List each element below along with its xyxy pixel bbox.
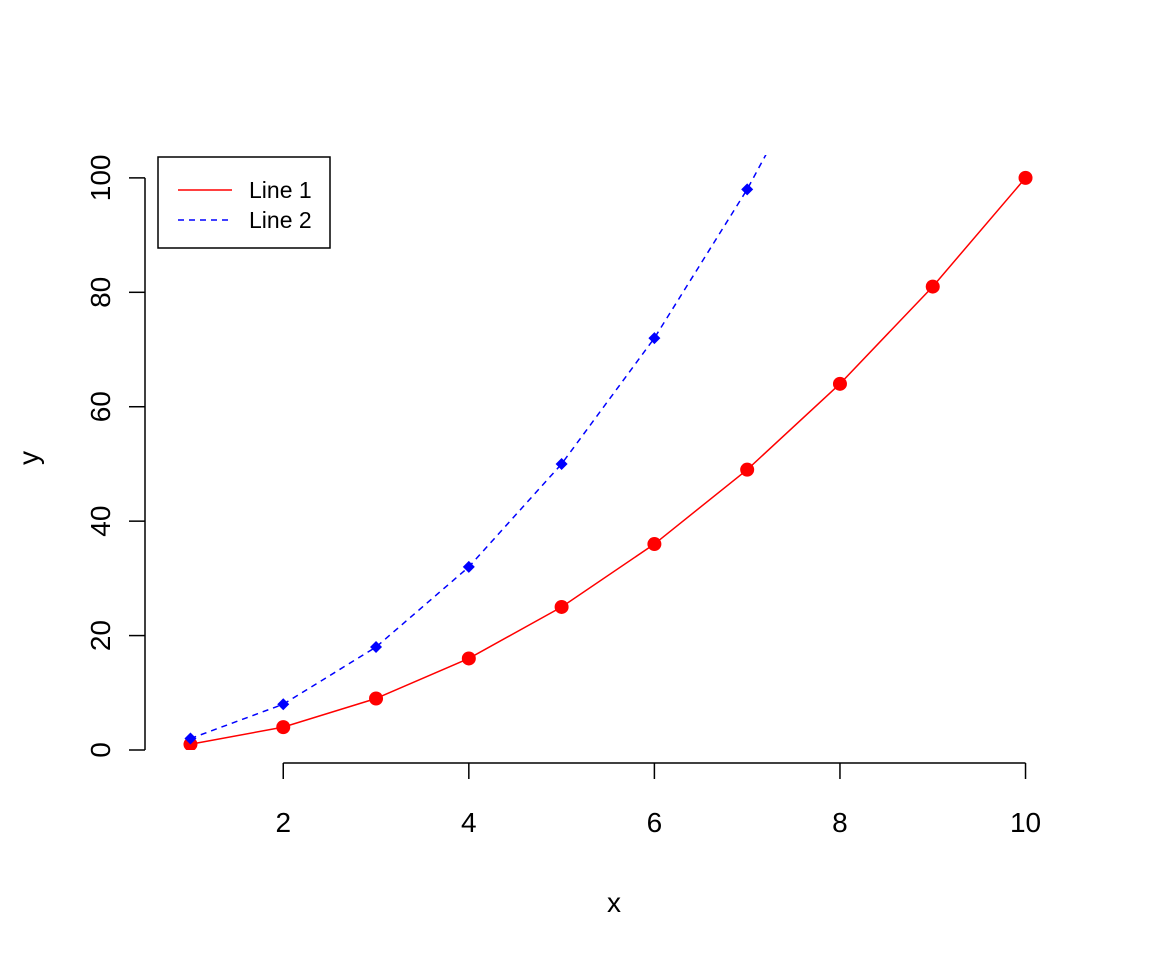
legend: Line 1 Line 2 <box>157 156 331 249</box>
series-2-point <box>462 560 475 573</box>
series-1-point <box>740 462 755 477</box>
series-2-point <box>741 183 754 196</box>
series-1-point <box>369 691 384 706</box>
series-line-1 <box>190 177 1027 746</box>
series-layer <box>183 12 1033 750</box>
series-line-2 <box>190 155 767 740</box>
y-tick-label: 20 <box>85 620 116 651</box>
y-tick-label: 100 <box>85 155 116 202</box>
series-2-point <box>277 698 290 711</box>
series-1-point <box>647 537 662 552</box>
series-2-point <box>648 332 661 345</box>
x-tick-label: 8 <box>832 807 848 838</box>
y-tick-label: 80 <box>85 277 116 308</box>
series-2-point <box>834 12 846 24</box>
legend-label-line-2: Line 2 <box>249 207 312 233</box>
y-axis: 0 20 40 60 80 100 <box>85 155 146 758</box>
y-axis-title: y <box>13 451 44 465</box>
series-1-point <box>461 651 476 666</box>
x-tick-label: 6 <box>647 807 663 838</box>
legend-label-line-1: Line 1 <box>249 177 312 203</box>
x-tick-label: 4 <box>461 807 477 838</box>
y-tick-label: 0 <box>85 742 116 758</box>
series-2-point <box>184 732 197 745</box>
x-tick-label: 10 <box>1010 807 1041 838</box>
series-2-point <box>555 457 568 470</box>
y-tick-label: 60 <box>85 391 116 422</box>
series-1-point <box>925 279 940 294</box>
series-2-point <box>370 641 383 654</box>
series-1-point <box>1018 170 1033 185</box>
series-1-point <box>554 599 569 614</box>
x-axis-title: x <box>607 887 621 918</box>
series-1-point <box>832 376 847 391</box>
x-tick-label: 2 <box>275 807 291 838</box>
x-axis: 2 4 6 8 10 <box>275 762 1041 838</box>
legend-box <box>157 156 331 249</box>
y-tick-label: 40 <box>85 506 116 537</box>
series-1-point <box>276 720 291 735</box>
